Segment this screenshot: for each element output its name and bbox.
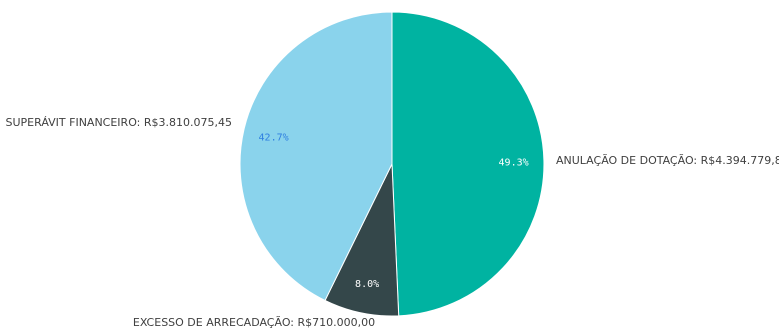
slice-name: SUPERÁVIT FINANCEIRO [6, 116, 138, 129]
pie-slice-3[interactable] [239, 11, 393, 302]
slice-separator: : [693, 154, 700, 167]
slice-category-label-1: ANULAÇÃO DE DOTAÇÃO: R$4.394.779,89 [556, 154, 779, 167]
slice-value: R$710.000,00 [297, 316, 375, 329]
slice-percent-label-1: 49.3% [499, 157, 529, 168]
slice-category-label-3: SUPERÁVIT FINANCEIRO: R$3.810.075,45 [6, 116, 233, 129]
percent-labels: 49.3% 8.0% 42.7% [259, 133, 529, 291]
slice-separator: : [290, 316, 297, 329]
slice-name: ANULAÇÃO DE DOTAÇÃO [556, 154, 694, 167]
pie-slice-1[interactable] [391, 11, 545, 317]
slice-percent-label-2: 8.0% [355, 279, 379, 290]
pie-slices [239, 11, 545, 317]
slice-name: EXCESSO DE ARRECADAÇÃO [133, 316, 291, 329]
category-labels: ANULAÇÃO DE DOTAÇÃO: R$4.394.779,89 EXCES… [6, 116, 779, 329]
slice-category-label-2: EXCESSO DE ARRECADAÇÃO: R$710.000,00 [133, 316, 375, 329]
slice-value: R$3.810.075,45 [144, 116, 232, 129]
slice-separator: : [137, 116, 144, 129]
slice-value: R$4.394.779,89 [701, 154, 779, 167]
slice-percent-label-3: 42.7% [259, 133, 289, 144]
